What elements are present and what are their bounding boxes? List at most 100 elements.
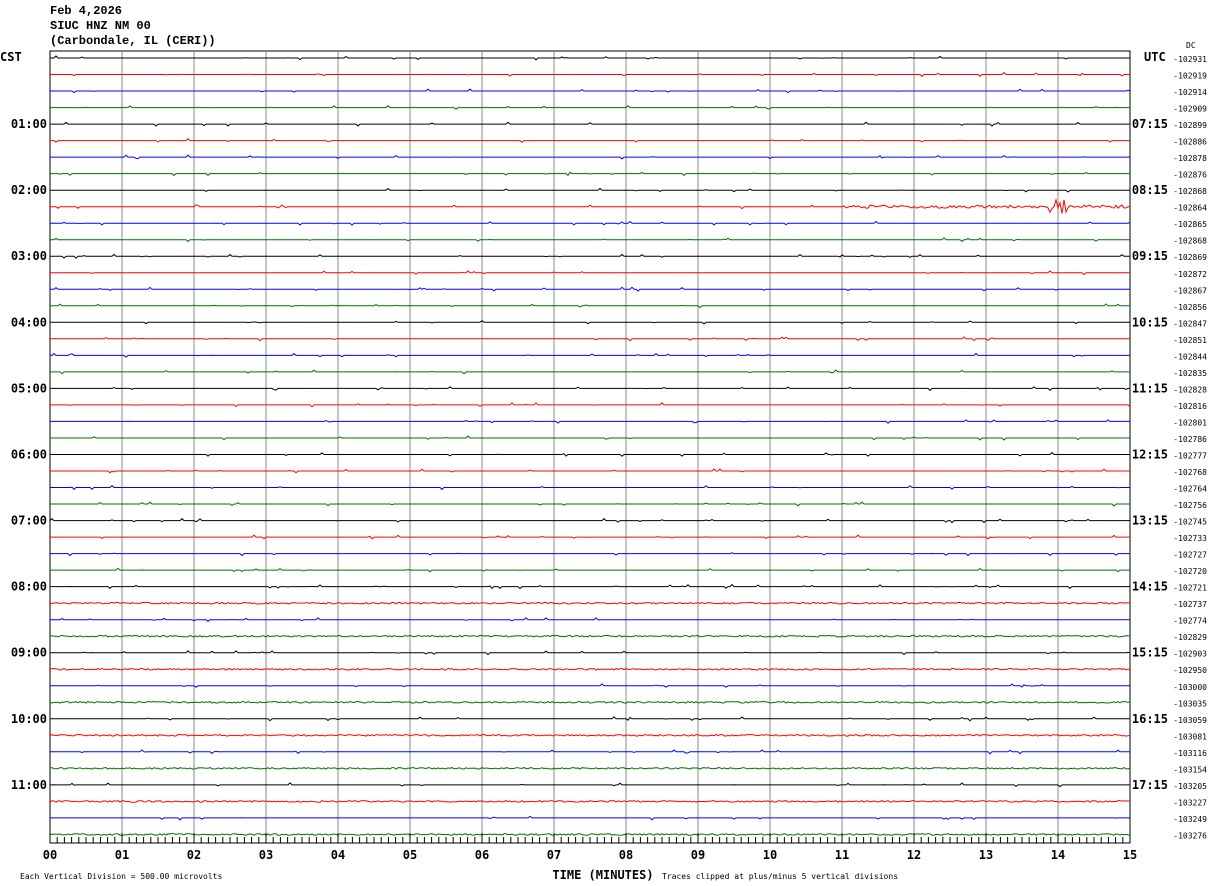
utc-hour-label: 15:15 xyxy=(1132,646,1168,660)
utc-hour-label: 12:15 xyxy=(1132,447,1168,461)
dc-offset-label: -102869 xyxy=(1173,253,1207,262)
trace-line xyxy=(49,517,1130,524)
dc-offset-label: -102876 xyxy=(1173,171,1207,180)
dc-offset-label: -102847 xyxy=(1173,319,1207,328)
dc-offset-label: -102909 xyxy=(1173,105,1207,114)
trace-line xyxy=(50,386,1130,392)
dc-offset-label: -102865 xyxy=(1173,220,1207,229)
utc-hour-label: 13:15 xyxy=(1132,514,1168,528)
dc-offset-label: -102867 xyxy=(1173,286,1207,295)
trace-line xyxy=(50,749,1130,755)
trace-line xyxy=(50,534,1130,540)
dc-offset-label: -102737 xyxy=(1173,600,1207,609)
dc-offset-label: -102919 xyxy=(1173,72,1207,81)
dc-offset-label: -102786 xyxy=(1173,435,1207,444)
dc-offset-label: -102733 xyxy=(1173,534,1207,543)
trace-line xyxy=(50,237,1130,243)
trace-line xyxy=(50,253,1130,259)
dc-offset-label: -102720 xyxy=(1173,567,1207,576)
dc-offset-label: -102868 xyxy=(1173,187,1207,196)
x-tick-label: 00 xyxy=(43,848,57,862)
trace-line xyxy=(49,700,1131,704)
dc-offset-label: -102727 xyxy=(1173,551,1207,560)
trace-line xyxy=(50,501,1130,507)
dc-offset-label: -103276 xyxy=(1173,831,1207,840)
cst-hour-label: 04:00 xyxy=(11,315,47,329)
cst-hour-label: 10:00 xyxy=(11,712,47,726)
trace-line xyxy=(49,733,1131,737)
trace-line xyxy=(50,683,1130,688)
dc-offset-label: -103249 xyxy=(1173,815,1207,824)
trace-line xyxy=(50,567,1130,573)
trace-line xyxy=(50,552,1130,557)
trace-line xyxy=(50,198,1131,214)
x-tick-label: 10 xyxy=(763,848,777,862)
utc-hour-label: 09:15 xyxy=(1132,249,1168,263)
dc-offset-label: -102851 xyxy=(1173,336,1207,345)
dc-offset-label: -102768 xyxy=(1173,468,1207,477)
location-label: (Carbondale, IL (CERI)) xyxy=(50,34,216,48)
utc-axis-label: UTC xyxy=(1144,50,1166,64)
trace-line xyxy=(50,419,1130,424)
footer-clip-note: Traces clipped at plus/minus 5 vertical … xyxy=(662,872,898,881)
dc-offset-label: -103081 xyxy=(1173,732,1207,741)
station-label: SIUC HNZ NM 00 xyxy=(50,19,151,33)
dc-offset-label: -102872 xyxy=(1173,270,1207,279)
dc-offset-label: -102878 xyxy=(1173,154,1207,163)
trace-line xyxy=(49,667,1131,671)
dc-offset-label: -102764 xyxy=(1173,485,1207,494)
dc-label: DC xyxy=(1186,41,1196,50)
x-tick-label: 02 xyxy=(187,848,201,862)
trace-line xyxy=(50,484,1130,491)
cst-hour-label: 05:00 xyxy=(11,381,47,395)
dc-offset-label: -103000 xyxy=(1173,683,1207,692)
trace-line xyxy=(50,451,1130,457)
plot-frame xyxy=(49,50,1131,844)
dc-offset-label: -102835 xyxy=(1173,369,1207,378)
dc-offset-label: -102844 xyxy=(1173,352,1207,361)
dc-offset-label: -102829 xyxy=(1173,633,1207,642)
dc-offset-label: -102777 xyxy=(1173,451,1207,460)
trace-line xyxy=(50,319,1130,325)
trace-line xyxy=(50,88,1131,94)
x-tick-label: 13 xyxy=(979,848,993,862)
trace-line xyxy=(49,799,1131,803)
dc-offset-label: -103154 xyxy=(1173,765,1207,774)
date-label: Feb 4,2026 xyxy=(50,4,123,18)
x-tick-label: 15 xyxy=(1123,848,1137,862)
x-tick-label: 14 xyxy=(1051,848,1065,862)
dc-offset-label: -103227 xyxy=(1173,798,1207,807)
cst-hour-label: 02:00 xyxy=(11,183,47,197)
trace-line xyxy=(50,138,1130,143)
trace-line xyxy=(50,336,1130,342)
dc-offset-label: -102868 xyxy=(1173,237,1207,246)
cst-hour-label: 11:00 xyxy=(11,778,47,792)
trace-line xyxy=(49,634,1131,638)
dc-offset-label: -102816 xyxy=(1173,402,1207,411)
trace-line xyxy=(50,782,1130,788)
dc-offset-label: -103035 xyxy=(1173,699,1207,708)
trace-line xyxy=(50,55,1130,61)
x-tick-label: 05 xyxy=(403,848,417,862)
dc-offset-label: -102864 xyxy=(1173,204,1207,213)
utc-hour-label: 17:15 xyxy=(1132,778,1168,792)
trace-line xyxy=(50,270,1130,276)
utc-hour-label: 10:15 xyxy=(1132,315,1168,329)
dc-offset-label: -102886 xyxy=(1173,138,1207,147)
dc-offset-label: -102745 xyxy=(1173,518,1207,527)
dc-offset-label: -103205 xyxy=(1173,782,1207,791)
dc-offset-label: -102828 xyxy=(1173,385,1207,394)
dc-offset-label: -102950 xyxy=(1173,666,1207,675)
cst-hour-label: 06:00 xyxy=(11,447,47,461)
trace-line xyxy=(50,154,1130,160)
x-tick-label: 08 xyxy=(619,848,633,862)
cst-axis-label: CST xyxy=(0,50,22,64)
trace-line xyxy=(50,435,1130,441)
cst-hour-label: 08:00 xyxy=(11,580,47,594)
dc-offset-label: -102856 xyxy=(1173,303,1207,312)
trace-line xyxy=(50,303,1130,309)
trace-line xyxy=(49,833,1131,836)
x-tick-label: 03 xyxy=(259,848,273,862)
utc-hour-label: 11:15 xyxy=(1132,381,1168,395)
dc-offset-label: -102914 xyxy=(1173,88,1207,97)
